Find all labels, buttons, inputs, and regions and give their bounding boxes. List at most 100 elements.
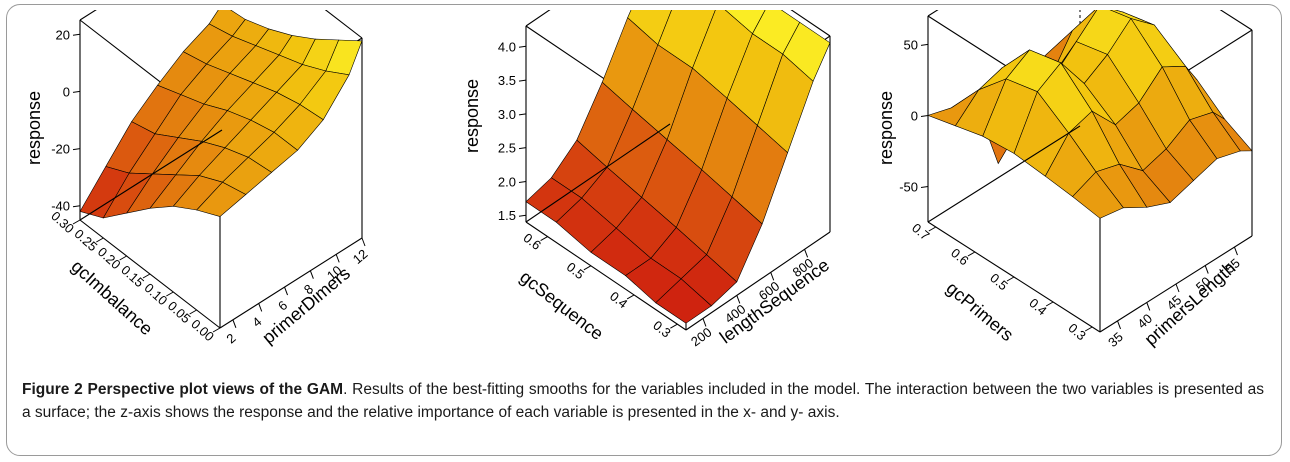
x-tick-label: 0.5 [987, 270, 1010, 293]
box-edge [927, 10, 939, 17]
x-tick [1045, 301, 1054, 307]
x-axis-title: gcPrimers [942, 278, 1017, 345]
x-tick-label: 0.4 [607, 288, 630, 311]
x-tick [96, 237, 104, 243]
z-tick [920, 43, 929, 46]
caption-label: Figure 2 [22, 381, 83, 398]
x-tick-label: 0.10 [142, 280, 171, 308]
x-tick-label: 0.25 [72, 226, 101, 254]
x-tick [1084, 326, 1093, 332]
z-tick [72, 33, 81, 36]
y-tick [284, 286, 289, 296]
z-tick-label: 20 [56, 27, 70, 42]
surface-cell [655, 278, 712, 324]
y-tick [258, 303, 263, 312]
y-tick [1175, 283, 1180, 293]
surface-cell [1072, 171, 1124, 219]
x-axis-line [525, 221, 687, 331]
x-tick [212, 327, 221, 333]
z-tick [518, 214, 527, 217]
y-tick [1146, 302, 1151, 311]
z-tick-label: 50 [904, 37, 918, 52]
surface-plot-1: 0.000.050.100.150.200.250.3024681012-40-… [24, 10, 371, 348]
y-tick [335, 254, 340, 263]
caption-title: Perspective plot views of the GAM [87, 381, 344, 398]
y-tick [309, 270, 314, 279]
x-tick-label: 0.7 [909, 220, 932, 243]
x-tick [119, 255, 127, 261]
z-tick [518, 147, 527, 150]
x-tick-label: 0.3 [1065, 320, 1088, 343]
x-axis-title: gcSequence [516, 267, 607, 344]
x-tick-label: 0.3 [650, 318, 673, 341]
figure-caption: Figure 2 Perspective plot views of the G… [22, 378, 1264, 424]
z-tick-label: 2.0 [498, 174, 516, 189]
z-tick [518, 45, 527, 48]
x-tick [540, 236, 548, 242]
x-tick [967, 251, 976, 257]
x-tick [626, 294, 635, 300]
z-tick-label: -40 [51, 199, 70, 214]
surface-plot-2: 0.30.40.50.62004006008001.52.02.53.03.54… [462, 10, 833, 349]
z-tick [920, 185, 929, 188]
x-tick-label: 0.6 [521, 230, 544, 253]
z-tick-label: 0 [63, 84, 70, 99]
y-tick [1233, 246, 1238, 256]
z-tick [518, 113, 527, 116]
z-tick-label: 0 [911, 108, 918, 123]
z-tick-label: 3.0 [498, 107, 516, 122]
x-tick [166, 291, 174, 297]
x-tick [142, 273, 151, 279]
y-axis-line [685, 231, 831, 331]
z-tick-label: 1.5 [498, 208, 516, 223]
y-axis-title: primerDimers [258, 263, 354, 348]
y-tick [702, 318, 707, 327]
y-axis-line [219, 237, 363, 329]
x-tick-label: 0.05 [165, 298, 194, 326]
x-tick [928, 226, 937, 232]
x-tick [583, 265, 592, 271]
z-tick-label: 2.5 [498, 141, 516, 156]
surface-cell [196, 181, 247, 217]
y-axis-title: primersLength [1141, 258, 1240, 350]
y-tick [232, 319, 237, 328]
z-tick [72, 148, 81, 151]
box-edge [790, 10, 831, 37]
z-tick-label: -50 [899, 179, 918, 194]
y-tick-label: 12 [350, 246, 371, 267]
box-edge [79, 10, 97, 21]
box-edge [927, 125, 1081, 223]
z-tick-label: 3.5 [498, 73, 516, 88]
box-edge [324, 10, 363, 39]
x-tick [189, 309, 197, 315]
x-tick-label: 0.6 [948, 245, 971, 268]
z-tick [518, 79, 527, 82]
z-tick [920, 114, 929, 117]
box-edge [79, 129, 223, 221]
y-tick [1117, 320, 1122, 330]
z-axis-title: response [24, 91, 44, 165]
x-tick [670, 323, 678, 329]
x-tick-label: 0.5 [564, 259, 587, 282]
y-tick [361, 237, 366, 247]
y-tick [736, 295, 741, 304]
y-tick-label: 35 [1105, 329, 1126, 350]
z-tick [72, 205, 81, 208]
z-tick-label: -20 [51, 142, 70, 157]
z-axis-title: response [876, 91, 896, 165]
y-tick [770, 272, 775, 281]
z-axis-title: response [462, 79, 482, 153]
box-edge [525, 123, 671, 223]
z-tick [518, 180, 527, 183]
x-tick-label: 0.4 [1026, 295, 1049, 318]
x-tick-label: 0.15 [118, 262, 147, 290]
y-tick [804, 249, 809, 258]
x-tick-label: 0.00 [188, 316, 217, 344]
surface-plot-3: 0.30.40.50.60.73540455055-50050gcPrimers… [876, 10, 1253, 350]
y-tick [1204, 265, 1209, 274]
z-tick-label: 4.0 [498, 39, 516, 54]
x-tick [72, 219, 81, 225]
caption-text: . Results of the best-fitting smooths fo… [22, 381, 1264, 421]
z-tick [72, 90, 81, 93]
y-tick-label: 200 [688, 324, 714, 349]
